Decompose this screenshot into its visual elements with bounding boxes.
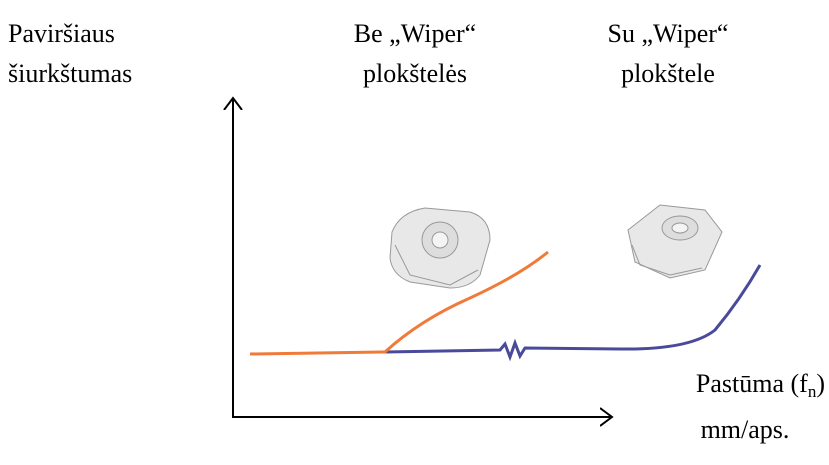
curve-label: Su „Wiper“ [608, 19, 729, 48]
insert-wiper [628, 205, 722, 278]
x-axis-label: Pastūma (fn) [696, 369, 825, 401]
curve-label: Be „Wiper“ [354, 19, 476, 48]
x-axis-unit: mm/aps. [701, 415, 790, 444]
page: Paviršiaus šiurkštumas Be „Wiper“ plokšt… [0, 0, 829, 465]
insert-standard [390, 208, 490, 288]
y-axis-label: Paviršiaus [8, 19, 115, 48]
y-axis-label: šiurkštumas [8, 59, 132, 88]
curve-label: plokštele [621, 59, 715, 88]
curve-label: plokštelės [363, 59, 467, 88]
x-axis-label-text: Pastūma (f [696, 369, 808, 398]
x-axis-label-suffix: ) [816, 369, 825, 398]
diagram: Paviršiaus šiurkštumas Be „Wiper“ plokšt… [0, 0, 829, 465]
